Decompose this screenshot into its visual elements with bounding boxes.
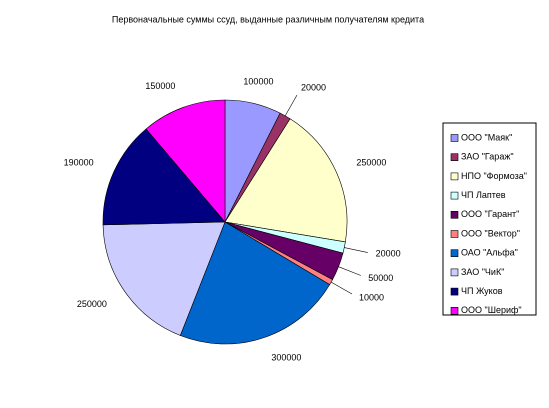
data-label: 190000 — [64, 157, 94, 167]
data-label: 300000 — [271, 353, 301, 363]
pie-slice — [145, 99, 226, 223]
legend-swatch — [450, 172, 459, 181]
leader-line — [330, 281, 353, 295]
data-label: 250000 — [77, 299, 107, 309]
legend-box — [442, 122, 537, 316]
legend-label: ЗАО "ЧиК" — [461, 267, 504, 277]
pie-slice — [102, 221, 226, 336]
legend-label: НПО "Формоза" — [461, 171, 527, 181]
legend-swatch — [450, 211, 459, 219]
data-label: 50000 — [368, 273, 393, 283]
data-label: 250000 — [356, 157, 386, 167]
chart-title: Первоначальные суммы ссуд, выданные разл… — [112, 14, 424, 24]
legend-swatch — [450, 230, 459, 238]
leader-line — [284, 94, 298, 117]
legend-swatch — [450, 191, 459, 200]
leader-line — [344, 247, 368, 253]
legend-swatch — [450, 249, 459, 257]
data-label: 100000 — [243, 76, 273, 86]
data-label: 10000 — [359, 292, 384, 302]
data-label: 20000 — [301, 82, 326, 92]
legend-label: ООО "Вектор" — [461, 228, 520, 238]
pie-slice — [102, 128, 226, 226]
legend-label: ОАО "Альфа" — [461, 248, 518, 258]
legend-label: ЗАО "Гараж" — [461, 152, 514, 162]
legend-label: ООО "Маяк" — [461, 132, 512, 142]
data-label: 150000 — [145, 81, 175, 91]
legend-label: ЧП Жуков — [461, 286, 503, 296]
pie-slice — [224, 118, 348, 243]
data-label: 20000 — [376, 249, 401, 259]
legend-label: ЧП Лаптев — [461, 190, 506, 200]
legend-swatch — [450, 287, 459, 296]
legend-swatch — [450, 134, 459, 142]
legend-label: ООО "Гарант" — [461, 209, 519, 219]
leader-line — [338, 266, 361, 276]
legend-swatch — [450, 153, 459, 161]
legend-label: ООО "Шериф" — [461, 305, 522, 315]
legend-swatch — [450, 306, 459, 315]
pie-slice — [179, 221, 331, 345]
legend-swatch — [450, 268, 459, 277]
